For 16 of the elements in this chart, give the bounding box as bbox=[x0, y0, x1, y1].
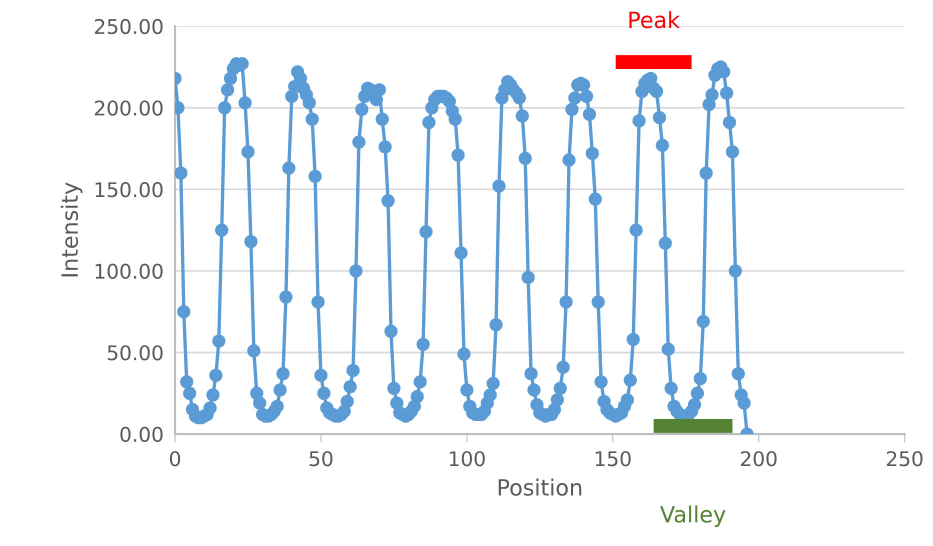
x-tick-label: 0 bbox=[170, 451, 180, 466]
y-tick-label: 250.00 bbox=[94, 18, 163, 34]
y-axis-title: Intensity bbox=[60, 182, 82, 276]
y-tick-label: 0.00 bbox=[120, 426, 163, 442]
x-tick-label: 100 bbox=[450, 451, 485, 466]
y-tick-label: 200.00 bbox=[94, 100, 163, 116]
x-tick-label: 50 bbox=[310, 451, 332, 466]
y-tick-label: 100.00 bbox=[96, 264, 163, 279]
series-label: Peak bbox=[629, 11, 680, 28]
x-tick-label: 250 bbox=[886, 451, 923, 466]
x-tick-label: 150 bbox=[596, 451, 631, 466]
y-tick-label: 50.00 bbox=[108, 345, 163, 360]
text: Valley bbox=[660, 505, 726, 527]
x-axis-title: Position bbox=[498, 478, 582, 496]
x-tick-label: 200 bbox=[740, 451, 777, 466]
y-tick-label: 150.00 bbox=[96, 182, 163, 198]
